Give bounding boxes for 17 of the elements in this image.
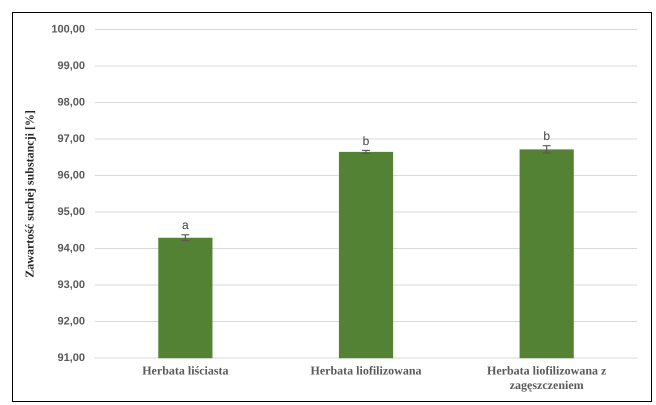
x-tick-label: Herbata liofilizowana z zagęszczeniem xyxy=(487,363,607,392)
y-tick-label: 91,00 xyxy=(58,352,86,364)
x-tick-label: Herbata liściasta xyxy=(142,363,229,378)
x-tick-label: Herbata liofilizowana xyxy=(310,363,422,378)
y-tick-label: 100,00 xyxy=(51,24,86,36)
y-tick-label: 99,00 xyxy=(58,60,86,72)
y-tick-label: 95,00 xyxy=(58,206,86,218)
y-axis-title: Zawartość suchej substancji [%] xyxy=(22,110,36,278)
annotation: a xyxy=(182,218,190,232)
y-tick-label: 94,00 xyxy=(58,242,86,255)
annotation: b xyxy=(543,129,550,144)
y-tick-label: 93,00 xyxy=(58,279,86,292)
y-tick-label: 98,00 xyxy=(58,96,86,109)
y-tick-label: 96,00 xyxy=(58,170,86,182)
y-tick-label: 97,00 xyxy=(58,133,86,146)
annotation: b xyxy=(362,134,370,148)
y-tick-label: 92,00 xyxy=(58,316,86,328)
